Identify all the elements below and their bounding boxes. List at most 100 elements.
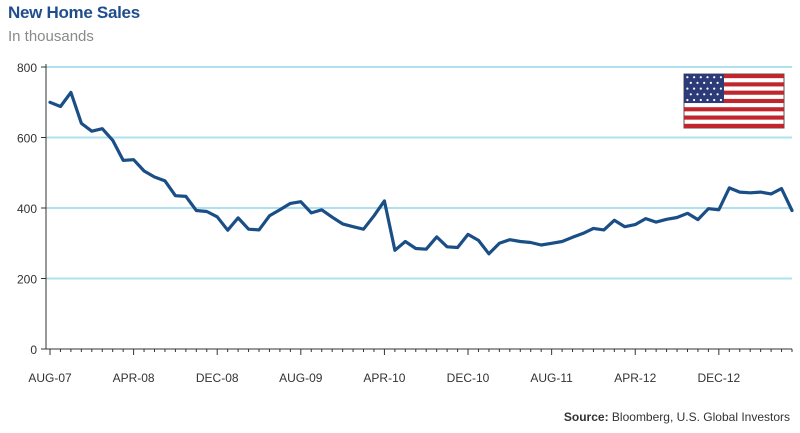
data-point [70,91,72,94]
flag-star [693,87,696,90]
flag-star [686,87,689,90]
data-point [634,223,637,226]
flag-star [699,76,702,79]
x-tick-label: APR-12 [614,371,656,385]
series-line-new-home-sales [48,90,794,256]
data-point [477,239,480,242]
us-flag-icon [683,73,785,129]
data-point [759,191,762,193]
data-point [352,225,354,228]
data-point [414,247,417,250]
data-point [216,216,219,218]
data-point [435,236,438,238]
data-point [279,208,281,211]
flag-star [719,76,722,79]
data-point [394,249,396,252]
data-point [101,127,104,130]
data-point [446,245,448,248]
x-tick-label: DEC-08 [196,371,239,385]
data-point [519,240,522,243]
data-point [644,217,647,220]
flag-star [706,87,709,90]
data-point [80,122,83,125]
data-point [310,212,313,214]
data-point [509,238,511,241]
data-point [383,200,386,202]
series-layer [48,90,794,256]
flag-star [693,76,696,79]
data-point [237,217,239,219]
flag-star [703,93,706,96]
data-point [697,218,699,221]
grid-lines [46,66,792,280]
chart-title: New Home Sales [8,3,140,22]
data-point [49,101,51,104]
data-point [195,209,198,212]
y-tick-label: 600 [17,132,37,146]
data-point [738,191,741,193]
flag-star [706,98,709,102]
flag-star [693,98,696,102]
data-point [561,240,563,243]
data-point [456,246,459,249]
chart-subtitle: In thousands [8,28,94,45]
y-tick-label: 0 [30,343,37,357]
x-tick-label: APR-08 [113,371,155,385]
data-point [592,227,595,230]
data-point [498,242,501,245]
data-point [122,159,124,162]
flag-star [699,87,702,90]
data-point [425,248,428,251]
flag-star [716,81,719,84]
data-point [707,207,710,210]
data-point [623,225,626,228]
y-tick-label: 400 [17,202,37,216]
flag-star [703,81,706,84]
data-point [153,176,156,178]
data-point [467,233,469,236]
source-text: Bloomberg, U.S. Global Investors [611,410,790,424]
data-point [373,214,375,217]
data-point [540,244,542,246]
flag-star [719,98,722,102]
data-point [143,170,145,172]
x-tick-label: DEC-12 [698,371,741,385]
flag-star [719,87,722,90]
data-point [780,187,783,190]
data-point [341,223,344,225]
flag-star [696,93,699,96]
x-tick-label: DEC-10 [447,371,490,385]
data-point [258,229,260,231]
data-point [603,229,605,231]
data-point [728,187,731,189]
data-point [268,214,271,217]
flag-star [689,81,692,84]
flag-star [709,81,712,84]
data-point [529,241,532,244]
data-point [791,209,793,212]
data-point [185,195,187,198]
flag-star [686,76,689,79]
flag-star [706,76,709,79]
data-point [289,202,292,205]
flag-star [686,98,689,102]
data-point [111,139,114,142]
flag-star [699,98,702,102]
data-point [655,221,657,223]
y-tick-label: 800 [17,61,37,75]
data-point [59,105,62,108]
data-point [300,200,302,203]
flag-star [709,93,712,96]
source-label: Source: [563,410,609,424]
flag-star [716,93,719,96]
flag-star [713,76,716,79]
data-point [320,208,323,211]
data-point [550,242,553,245]
data-point [247,228,250,230]
axes: 0 200 400 600 800 AUG-07 APR-08 DEC-08 AUG-09 APR… [17,61,793,385]
data-point [226,229,229,232]
data-point [132,158,135,161]
data-point [174,194,177,197]
data-point [665,218,668,221]
